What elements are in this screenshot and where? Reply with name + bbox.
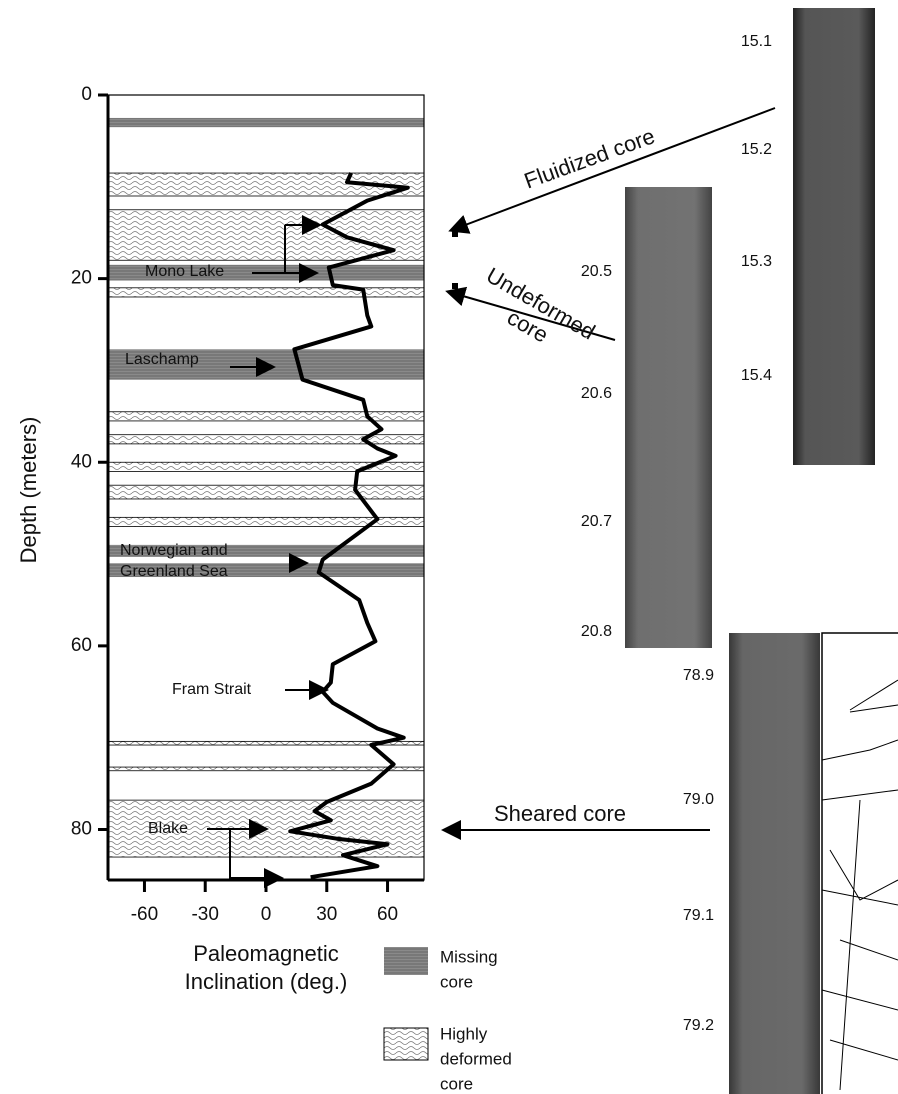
deformed-core-band [108, 485, 424, 499]
legend-label: Missing [440, 947, 498, 966]
legend-swatch [384, 947, 428, 975]
depth-marker [452, 231, 458, 237]
photo-depth-label: 20.6 [581, 385, 612, 402]
photo-depth-label: 15.1 [741, 33, 772, 50]
y-tick-label: 60 [71, 635, 92, 656]
x-tick-label: -30 [191, 904, 218, 925]
core-photo [625, 187, 712, 648]
legend-swatch [384, 1028, 428, 1060]
y-axis-label: Depth (meters) [16, 417, 41, 564]
photo-depth-label: 78.9 [683, 667, 714, 684]
annotation: Mono Lake [145, 263, 224, 280]
core-arrow [452, 108, 775, 230]
annotation: Blake [148, 820, 188, 837]
photo-depth-label: 15.4 [741, 367, 772, 384]
photo-depth-label: 15.2 [741, 141, 772, 158]
x-axis-label: Inclination (deg.) [185, 969, 348, 994]
legend-label: Highly [440, 1024, 488, 1043]
annotation: Fram Strait [172, 681, 252, 698]
y-tick-label: 0 [81, 84, 92, 105]
core-photo [793, 8, 875, 465]
legend-label: deformed [440, 1049, 512, 1068]
core-sketch [822, 633, 898, 1094]
core-photo [729, 633, 820, 1094]
deformed-core-band [108, 288, 424, 297]
annotation: Laschamp [125, 351, 199, 368]
x-tick-label: 30 [316, 904, 337, 925]
photo-depth-label: 15.3 [741, 253, 772, 270]
deformed-core-band [108, 412, 424, 421]
legend-label: core [440, 1074, 473, 1093]
x-tick-label: 60 [377, 904, 398, 925]
legend-label: core [440, 972, 473, 991]
missing-core-band [108, 118, 424, 127]
core-label: Sheared core [494, 801, 626, 826]
y-tick-label: 40 [71, 451, 92, 472]
x-tick-label: 0 [261, 904, 272, 925]
x-axis-label: Paleomagnetic [193, 941, 339, 966]
figure: Depth (meters) 0 20 40 60 80 -60 -30 0 30 60 Paleo… [0, 0, 898, 1094]
deformed-core-band [108, 210, 424, 260]
y-tick-label: 20 [71, 268, 92, 289]
annotation: Norwegian and [120, 542, 228, 559]
x-tick-label: -60 [131, 904, 158, 925]
depth-marker [452, 283, 458, 289]
photo-depth-label: 20.5 [581, 263, 612, 280]
y-tick-label: 80 [71, 819, 92, 840]
deformed-core-band [108, 767, 424, 771]
annotation: Greenland Sea [120, 563, 228, 580]
photo-depth-label: 79.2 [683, 1017, 714, 1034]
photo-depth-label: 20.8 [581, 623, 612, 640]
photo-depth-label: 79.1 [683, 907, 714, 924]
core-label: Fluidized core [521, 123, 658, 193]
photo-depth-label: 20.7 [581, 513, 612, 530]
deformed-core-band [108, 435, 424, 444]
photo-depth-label: 79.0 [683, 791, 714, 808]
